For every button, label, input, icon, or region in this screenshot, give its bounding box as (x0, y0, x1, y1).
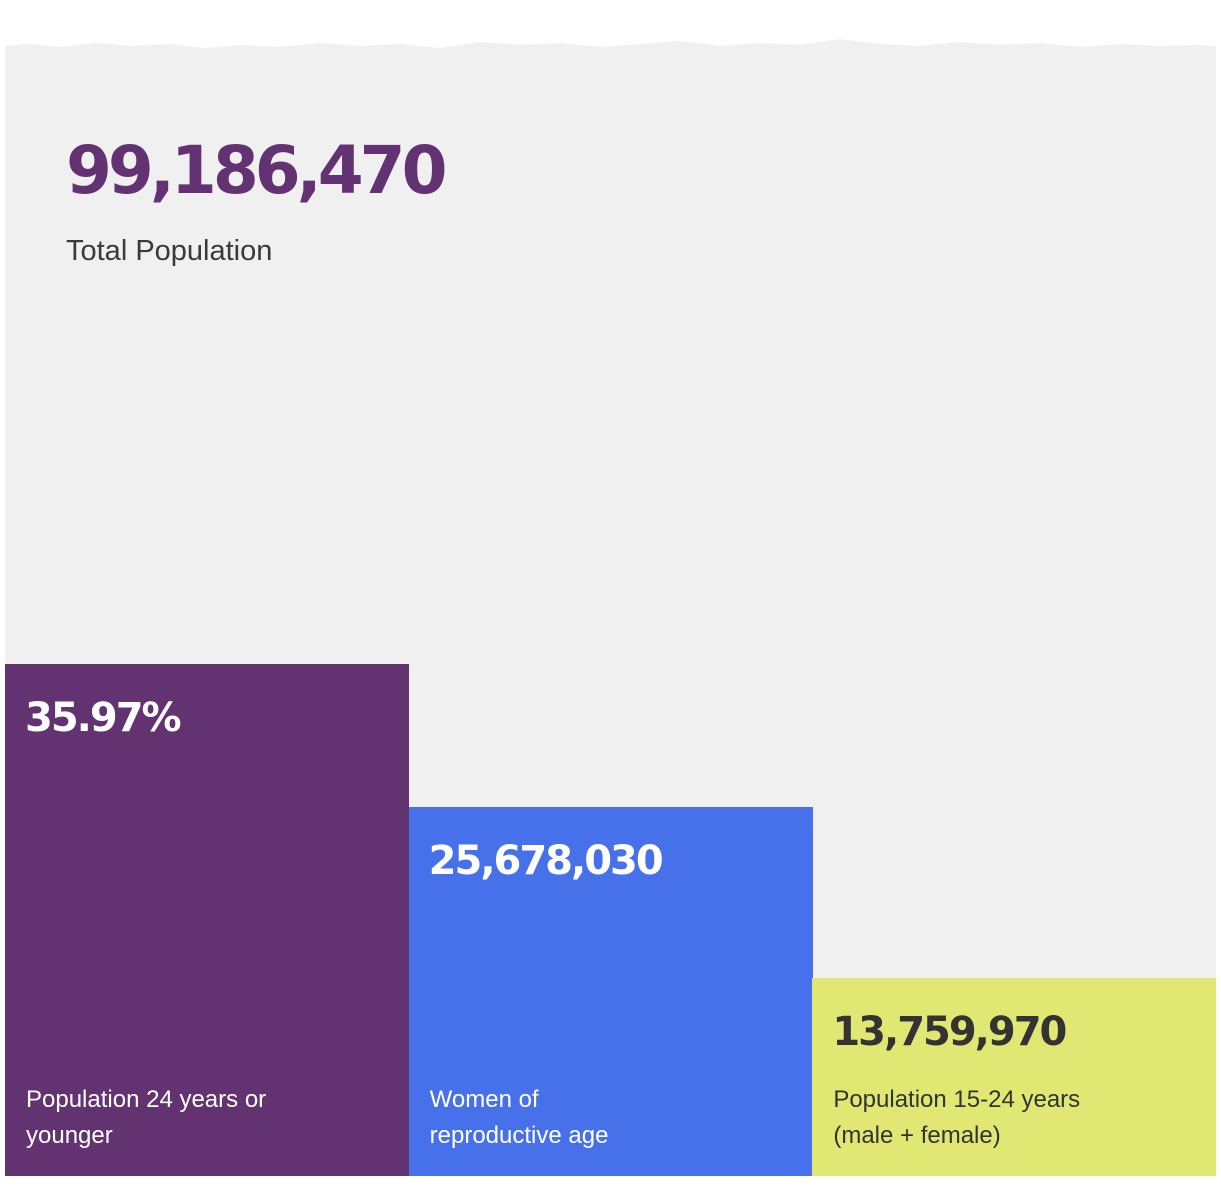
bar-category-label-line: Women of (429, 1086, 539, 1113)
bar-value-label: 13,759,970 (832, 1009, 1067, 1055)
bar-category-label-line: (male + female) (833, 1122, 1001, 1149)
bar-category-label-line: reproductive age (429, 1122, 609, 1149)
bar-category-label-line: younger (26, 1122, 113, 1149)
bar-category-label: Population 15-24 years (male + female) (833, 1082, 1133, 1154)
bar-value-label: 35.97% (25, 695, 182, 741)
bar-category-label-line: Population 15-24 years (833, 1086, 1081, 1113)
bar-category-label: Population 24 years or younger (26, 1082, 326, 1154)
bar-youth-under-25: 35.97% Population 24 years or younger (5, 664, 410, 1176)
bar-women-reproductive-age: 25,678,030 Women of reproductive age (408, 807, 813, 1176)
total-population-value: 99,186,470 (66, 132, 448, 209)
total-population-label: Total Population (66, 235, 273, 267)
bar-youth-15-24: 13,759,970 Population 15-24 years (male + … (812, 978, 1217, 1176)
bar-category-label: Women of reproductive age (430, 1082, 730, 1154)
bar-category-label-line: Population 24 years or (26, 1086, 267, 1113)
bar-value-label: 25,678,030 (428, 838, 664, 884)
